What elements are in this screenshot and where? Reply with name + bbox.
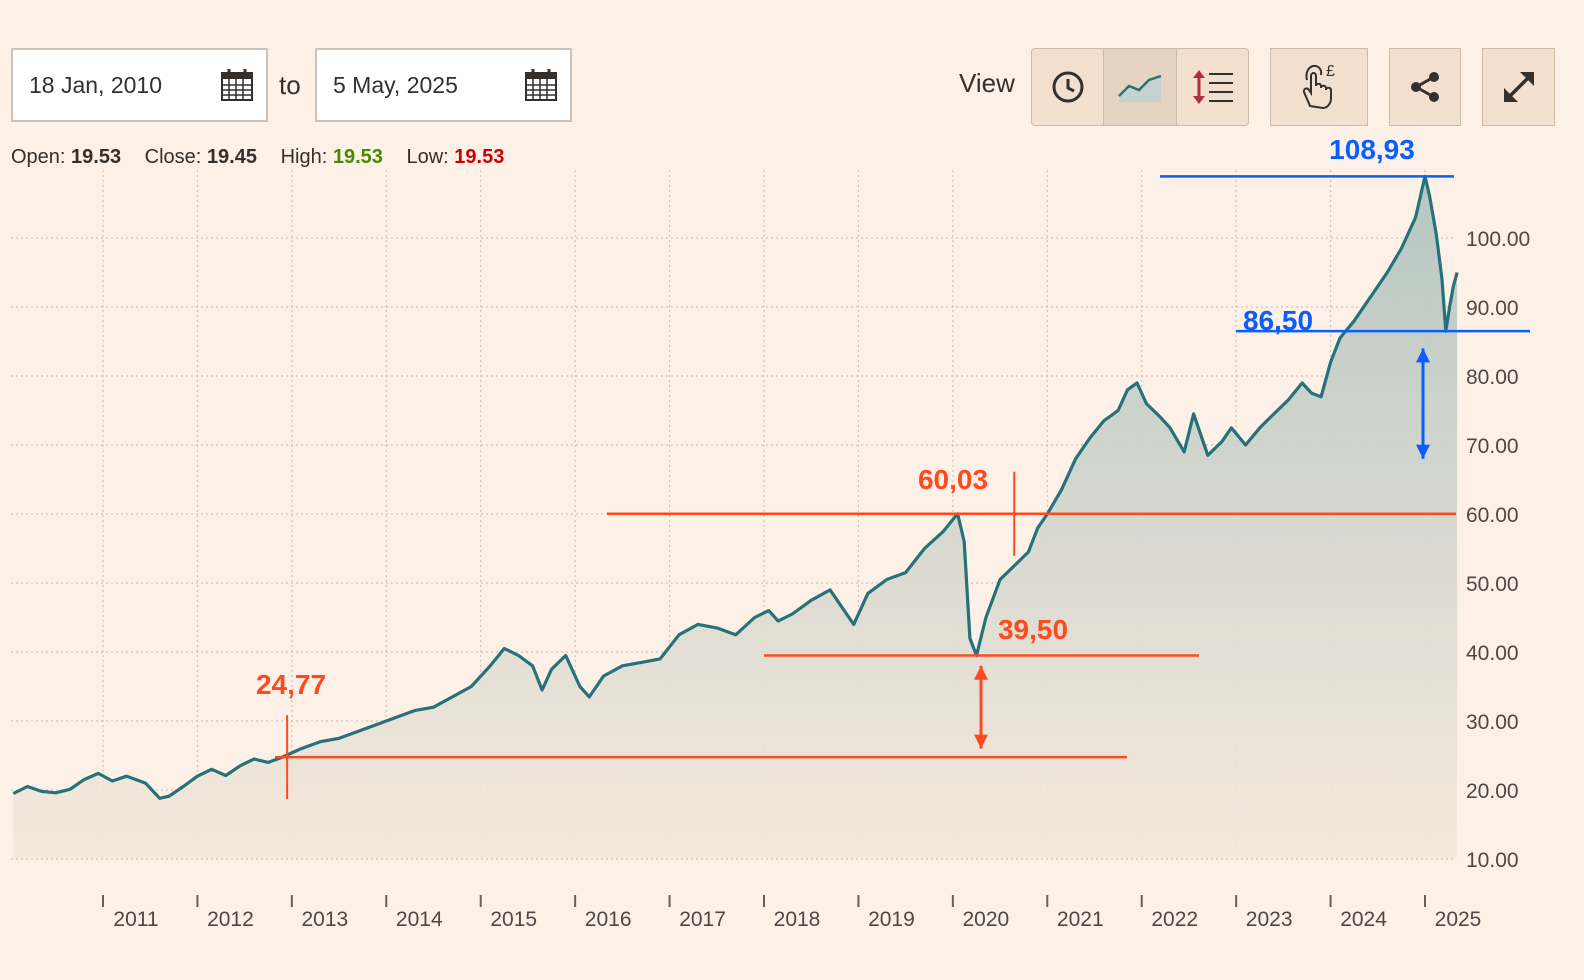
y-tick-label: 100.00 [1466,228,1530,251]
x-tick-label: 2014 [396,908,443,931]
annotation-arrow-blue-head-top [1416,348,1430,363]
date-to-field[interactable]: 5 May, 2025 [315,48,572,122]
y-tick-label: 40.00 [1466,642,1519,665]
date-from-value: 18 Jan, 2010 [29,71,163,98]
y-tick-label: 80.00 [1466,366,1519,389]
time-view-button[interactable] [1032,49,1105,125]
low-label: Low: [406,146,449,168]
currency-touch-button[interactable]: £ [1270,48,1368,126]
annotation-label: 86,50 [1243,305,1313,336]
line-view-button[interactable] [1104,49,1177,125]
touch-currency-icon: £ [1302,63,1335,110]
view-button-group [1031,48,1249,126]
y-tick-label: 10.00 [1466,849,1519,872]
x-tick-label: 2024 [1340,908,1387,931]
ohlc-readout: Open: 19.53 Close: 19.45 High: 19.53 Low… [11,146,504,169]
calendar-icon[interactable] [524,68,558,102]
y-tick-label: 50.00 [1466,573,1519,596]
annotation-arrow-blue-head-bottom [1416,444,1430,459]
chart-annotations: 24,77 60,03 39,50 108,93 86,50 [256,134,1530,800]
clock-icon [1052,71,1084,103]
open-label: Open: [11,146,66,168]
y-tick-label: 90.00 [1466,297,1519,320]
to-label: to [279,70,301,100]
compare-button[interactable] [1176,49,1248,125]
y-tick-label: 70.00 [1466,435,1519,458]
high-label: High: [280,146,328,168]
line-chart-icon [1118,74,1162,102]
annotation-label: 24,77 [256,669,326,700]
open-value: 19.53 [71,146,122,168]
x-tick-label: 2019 [868,908,915,931]
x-tick-label: 2017 [679,908,726,931]
price-area [13,176,1458,858]
x-tick-label: 2016 [585,908,632,931]
compare-lines-icon [1193,70,1234,104]
y-tick-label: 20.00 [1466,780,1519,803]
y-tick-label: 60.00 [1466,504,1519,527]
calendar-icon[interactable] [220,68,254,102]
svg-text:£: £ [1326,63,1335,80]
date-to-value: 5 May, 2025 [333,71,458,98]
annotation-arrow-red-head-top [974,665,988,680]
chart-grid [11,170,1456,860]
annotation-arrow-red-head-bottom [974,734,988,749]
x-tick-label: 2025 [1435,908,1482,931]
x-tick-label: 2023 [1246,908,1293,931]
x-tick-label: 2012 [207,908,254,931]
x-tick-label: 2021 [1057,908,1104,931]
share-button[interactable] [1389,48,1461,126]
x-tick-label: 2018 [774,908,821,931]
chart-area [12,174,1459,858]
y-tick-label: 30.00 [1466,711,1519,734]
x-tick-label: 2022 [1151,908,1198,931]
annotation-label: 39,50 [998,614,1068,645]
x-tick-label: 2020 [962,908,1009,931]
annotation-label: 60,03 [918,464,988,495]
high-value: 19.53 [332,146,383,168]
annotation-label: 108,93 [1329,134,1415,165]
view-label: View [959,68,1015,98]
price-line [12,174,1459,800]
chart-axes: 10.00 20.00 30.00 40.00 50.00 60.00 70.00 80.00… [102,228,1530,931]
close-label: Close: [144,146,202,168]
x-tick-label: 2015 [490,908,537,931]
date-from-field[interactable]: 18 Jan, 2010 [11,48,268,122]
close-value: 19.45 [206,146,257,168]
x-tick-label: 2013 [301,908,348,931]
low-value: 19.53 [454,146,505,168]
fullscreen-button[interactable] [1482,48,1555,126]
expand-icon [1503,72,1534,102]
share-icon [1411,72,1439,102]
x-tick-label: 2011 [113,908,158,931]
